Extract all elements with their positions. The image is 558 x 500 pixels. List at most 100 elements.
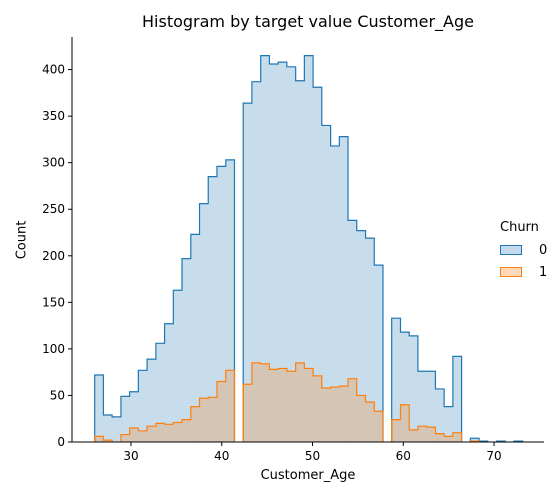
legend-title: Churn xyxy=(500,220,539,235)
bar-0-21 xyxy=(278,62,287,442)
y-axis-label: Count xyxy=(14,220,30,260)
bar-1-40 xyxy=(444,436,453,442)
bar-0-34 xyxy=(391,318,401,442)
bar-1-29 xyxy=(348,378,357,442)
bar-1-18 xyxy=(251,362,261,442)
bar-1-34 xyxy=(391,419,401,442)
chart-title: Histogram by target value Customer_Age xyxy=(142,12,474,31)
bar-0-3 xyxy=(120,396,130,442)
bar-0-40 xyxy=(444,406,453,442)
bar-1-32 xyxy=(374,411,383,442)
bar-0-8 xyxy=(164,323,174,442)
y-tick-label-400: 400 xyxy=(42,63,65,77)
legend-item-0: 0 xyxy=(500,239,547,261)
bar-0-23 xyxy=(295,80,305,443)
bar-1-9 xyxy=(173,422,183,442)
bar-0-29 xyxy=(348,220,357,442)
series-0 xyxy=(94,55,524,443)
bar-0-37 xyxy=(417,371,427,442)
bar-1-27 xyxy=(330,387,340,442)
bar-0-5 xyxy=(138,370,148,442)
bar-1-28 xyxy=(339,386,349,442)
y-tick-label-350: 350 xyxy=(42,109,65,123)
bar-1-37 xyxy=(417,426,427,442)
bar-0-36 xyxy=(409,335,418,442)
bar-1-5 xyxy=(138,430,148,442)
bar-0-19 xyxy=(260,55,270,442)
bar-0-13 xyxy=(208,176,217,443)
bar-0-20 xyxy=(269,64,279,442)
bar-1-13 xyxy=(208,397,217,442)
bar-0-35 xyxy=(400,332,410,442)
bar-0-9 xyxy=(173,290,183,442)
bar-0-39 xyxy=(435,388,445,442)
bar-1-17 xyxy=(243,384,252,442)
bar-0-10 xyxy=(182,258,191,442)
legend-label-0: 0 xyxy=(539,242,548,258)
bar-0-2 xyxy=(112,416,121,442)
bar-1-38 xyxy=(426,427,436,442)
bar-0-25 xyxy=(313,87,322,442)
axes-layer: 0 50 100 150 200 250 300 350 400 30 40 50 60 70 xyxy=(42,37,544,463)
bar-0-17 xyxy=(243,103,252,442)
bar-0-24 xyxy=(304,55,314,442)
bar-1-41 xyxy=(452,432,462,442)
bar-0-32 xyxy=(374,265,383,442)
legend-label-1: 1 xyxy=(539,264,548,280)
bar-1-19 xyxy=(260,363,270,442)
bar-1-4 xyxy=(129,428,139,442)
bar-0-4 xyxy=(129,391,139,442)
x-axis-label: Customer_Age xyxy=(260,468,356,483)
bar-0-1 xyxy=(103,415,113,442)
bar-1-26 xyxy=(321,388,331,442)
bar-0-0 xyxy=(94,374,104,442)
x-tick-label-30: 30 xyxy=(123,449,138,463)
y-tick-label-300: 300 xyxy=(42,156,65,170)
bar-0-27 xyxy=(330,145,340,442)
bar-1-3 xyxy=(120,434,130,442)
legend-swatch-1 xyxy=(500,267,522,277)
bar-0-6 xyxy=(147,359,156,442)
legend: Churn 0 1 xyxy=(480,220,547,283)
bar-1-6 xyxy=(147,426,156,442)
bar-1-22 xyxy=(286,371,296,442)
x-tick-label-40: 40 xyxy=(214,449,229,463)
bar-1-24 xyxy=(304,368,314,442)
bar-0-22 xyxy=(286,66,296,443)
bar-1-12 xyxy=(199,398,209,442)
bar-0-41 xyxy=(452,356,462,442)
bar-0-38 xyxy=(426,371,436,442)
bar-0-11 xyxy=(190,234,200,442)
bar-0-43 xyxy=(470,438,480,442)
bar-1-23 xyxy=(295,362,305,442)
x-tick-label-70: 70 xyxy=(486,449,501,463)
bar-1-14 xyxy=(216,381,226,442)
bar-1-11 xyxy=(190,406,200,442)
series-outline-0 xyxy=(94,55,524,442)
legend-item-1: 1 xyxy=(500,261,547,283)
bar-1-7 xyxy=(155,423,165,442)
bar-0-14 xyxy=(216,166,226,442)
y-tick-label-200: 200 xyxy=(42,249,65,263)
bar-1-25 xyxy=(313,375,322,442)
bar-1-15 xyxy=(225,370,235,442)
x-tick-label-50: 50 xyxy=(305,449,320,463)
bar-1-20 xyxy=(269,369,279,442)
bar-1-8 xyxy=(164,424,174,442)
bar-0-28 xyxy=(339,136,349,442)
bar-1-1 xyxy=(103,440,113,442)
y-tick-label-150: 150 xyxy=(42,295,65,309)
bar-1-30 xyxy=(356,395,366,442)
y-tick-label-250: 250 xyxy=(42,202,65,216)
series-1 xyxy=(94,362,480,442)
series-outline-1 xyxy=(94,362,480,442)
bar-0-31 xyxy=(365,238,375,442)
y-tick-label-0: 0 xyxy=(57,435,65,449)
bar-1-31 xyxy=(365,401,375,442)
bar-1-39 xyxy=(435,433,445,442)
bar-0-12 xyxy=(199,203,209,442)
bar-0-18 xyxy=(251,81,261,443)
bar-1-35 xyxy=(400,404,410,442)
series-layer xyxy=(94,55,524,443)
